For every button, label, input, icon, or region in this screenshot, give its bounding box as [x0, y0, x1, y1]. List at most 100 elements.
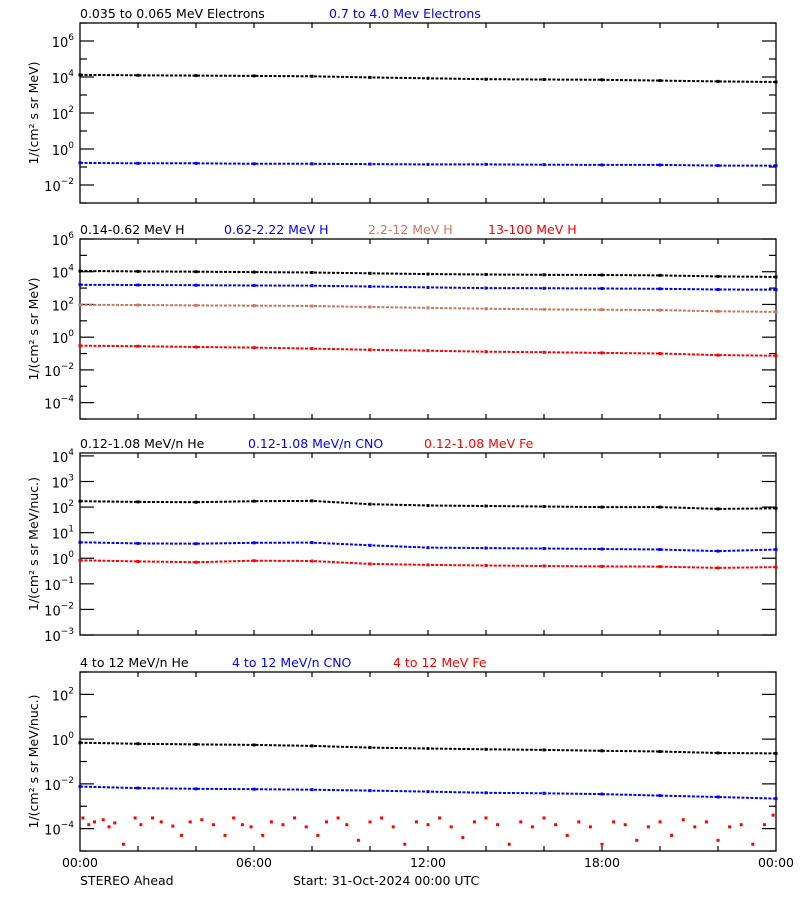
- data-point: [612, 820, 616, 824]
- data-point: [472, 820, 476, 824]
- legend-label: 0.12-1.08 MeV/n He: [80, 436, 205, 451]
- data-point: [774, 164, 778, 168]
- data-point: [194, 560, 198, 564]
- data-point: [774, 547, 778, 551]
- data-point: [122, 842, 125, 846]
- data-point: [542, 505, 546, 509]
- data-point: [600, 163, 604, 167]
- data-point: [426, 546, 430, 550]
- y-axis-label: 1/(cm² s sr MeV): [26, 277, 41, 380]
- series-0-7-to-4-0-mev-electrons: [78, 161, 778, 168]
- series-0-62-2-22-mev-h: [78, 283, 778, 292]
- data-point: [368, 75, 372, 79]
- data-point: [78, 499, 82, 503]
- data-point: [658, 273, 662, 277]
- data-point: [252, 304, 256, 308]
- data-point: [136, 541, 140, 545]
- data-point: [774, 565, 778, 569]
- data-point: [194, 742, 198, 746]
- data-point: [542, 77, 546, 81]
- data-point: [252, 74, 256, 78]
- data-point: [171, 824, 175, 828]
- data-point: [188, 820, 192, 824]
- data-point: [600, 842, 604, 846]
- y-tick-label: 101: [52, 525, 74, 543]
- data-point: [252, 270, 256, 274]
- data-point: [426, 747, 430, 751]
- data-point: [78, 161, 82, 165]
- data-point: [600, 547, 604, 551]
- series-0-035-to-0-065-mev-electrons: [78, 73, 778, 84]
- data-point: [368, 305, 372, 309]
- x-tick-label: 00:00: [758, 855, 794, 870]
- legend-label: 0.62-2.22 MeV H: [224, 222, 329, 237]
- legend-label: 4 to 12 MeV/n CNO: [232, 655, 352, 670]
- data-point: [774, 275, 778, 279]
- series-2-2-12-mev-h: [78, 303, 778, 314]
- data-point: [194, 345, 198, 349]
- data-point: [252, 559, 256, 563]
- data-point: [507, 842, 511, 846]
- data-point: [426, 349, 430, 353]
- data-point: [484, 791, 488, 795]
- legend-label: 0.12-1.08 MeV Fe: [424, 436, 534, 451]
- y-tick-label: 102: [52, 105, 74, 123]
- data-point: [426, 504, 430, 508]
- data-point: [310, 559, 314, 563]
- data-point: [194, 303, 198, 307]
- legend-label: 0.14-0.62 MeV H: [80, 222, 185, 237]
- data-point: [252, 743, 256, 747]
- data-point: [78, 741, 82, 745]
- series-4-to-12-mev-fe: [81, 813, 775, 846]
- data-point: [316, 833, 320, 837]
- data-point: [194, 283, 198, 287]
- y-tick-label: 104: [52, 69, 75, 87]
- data-point: [554, 823, 558, 827]
- data-point: [232, 816, 236, 820]
- data-point: [252, 283, 256, 287]
- data-point: [252, 787, 256, 791]
- data-point: [252, 541, 256, 545]
- data-point: [600, 792, 604, 796]
- y-axis-label: 1/(cm² s sr MeV/nuc.): [26, 477, 41, 611]
- data-point: [658, 565, 662, 569]
- data-point: [670, 833, 674, 837]
- data-point: [774, 80, 778, 84]
- data-point: [739, 823, 743, 827]
- series-4-to-12-mev-n-he: [78, 741, 778, 755]
- data-point: [310, 270, 314, 274]
- data-point: [658, 505, 662, 509]
- data-point: [542, 350, 546, 354]
- data-point: [101, 818, 105, 822]
- data-point: [252, 499, 256, 503]
- x-tick-label: 12:00: [410, 855, 446, 870]
- data-point: [519, 820, 523, 824]
- y-tick-label: 102: [52, 499, 74, 517]
- data-point: [600, 505, 604, 509]
- data-point: [461, 836, 465, 840]
- data-point: [136, 786, 140, 790]
- data-point: [151, 816, 154, 820]
- data-point: [252, 162, 256, 166]
- data-point: [774, 310, 778, 314]
- panel-4: 4 to 12 MeV/n He 4 to 12 MeV/n CNO 4 to 12…: [26, 655, 778, 852]
- data-point: [345, 823, 349, 827]
- data-point: [310, 499, 314, 503]
- y-tick-label: 106: [52, 231, 75, 249]
- x-tick-label: 00:00: [62, 855, 98, 870]
- y-tick-label: 100: [52, 141, 75, 159]
- data-point: [310, 162, 314, 166]
- data-point: [716, 838, 720, 842]
- data-point: [774, 751, 778, 755]
- data-point: [484, 504, 488, 508]
- data-point: [368, 562, 372, 566]
- legend-label: 0.12-1.08 MeV/n CNO: [248, 436, 383, 451]
- data-point: [484, 272, 488, 276]
- data-point: [600, 564, 604, 568]
- data-point: [716, 309, 720, 313]
- data-point: [704, 820, 708, 824]
- data-point: [484, 307, 488, 311]
- data-point: [426, 285, 430, 289]
- data-point: [93, 820, 96, 824]
- data-point: [565, 833, 569, 837]
